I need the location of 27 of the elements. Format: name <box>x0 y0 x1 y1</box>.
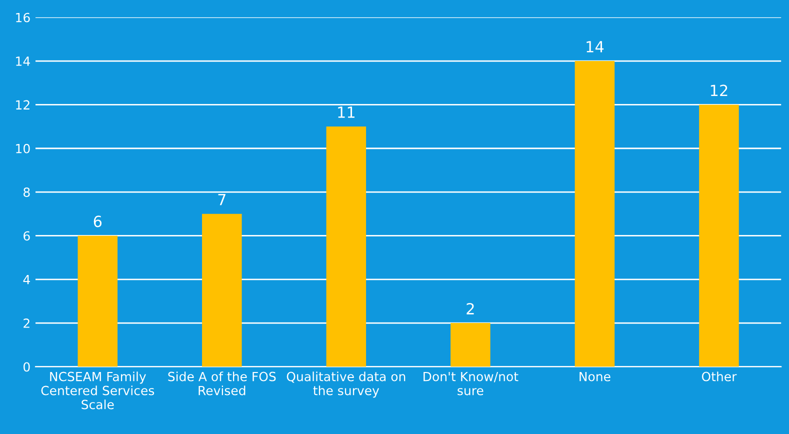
x-tick-label: Side A of the FOS Revised <box>168 372 276 396</box>
x-tick-label: NCSEAM Family Centered Services Scale <box>41 372 154 410</box>
y-tick-label: 12 <box>16 100 30 110</box>
data-label: 11 <box>338 106 354 118</box>
bar <box>326 126 366 367</box>
bar <box>699 104 739 367</box>
y-tick-label: 2 <box>24 318 30 328</box>
y-tick-label: 16 <box>16 12 30 22</box>
data-label: 2 <box>466 302 474 314</box>
x-tick-label: Qualitative data on the survey <box>286 372 406 398</box>
bar <box>450 323 490 367</box>
data-label: 6 <box>94 216 102 228</box>
y-tick-label: 10 <box>16 144 30 154</box>
data-label: 7 <box>218 194 226 206</box>
y-tick-label: 0 <box>24 362 30 372</box>
data-label: 14 <box>586 41 604 52</box>
x-tick-label: Other <box>702 372 737 382</box>
data-label: 12 <box>710 84 728 96</box>
y-tick-label: 6 <box>24 231 30 241</box>
bar <box>78 236 118 367</box>
bar <box>202 214 242 367</box>
x-tick-label: Don't Know/not sure <box>424 372 518 396</box>
y-tick-label: 8 <box>24 188 30 197</box>
y-tick-label: 4 <box>23 275 30 284</box>
bar <box>574 61 615 367</box>
y-tick-label: 14 <box>16 56 30 66</box>
x-tick-label: None <box>580 372 610 382</box>
